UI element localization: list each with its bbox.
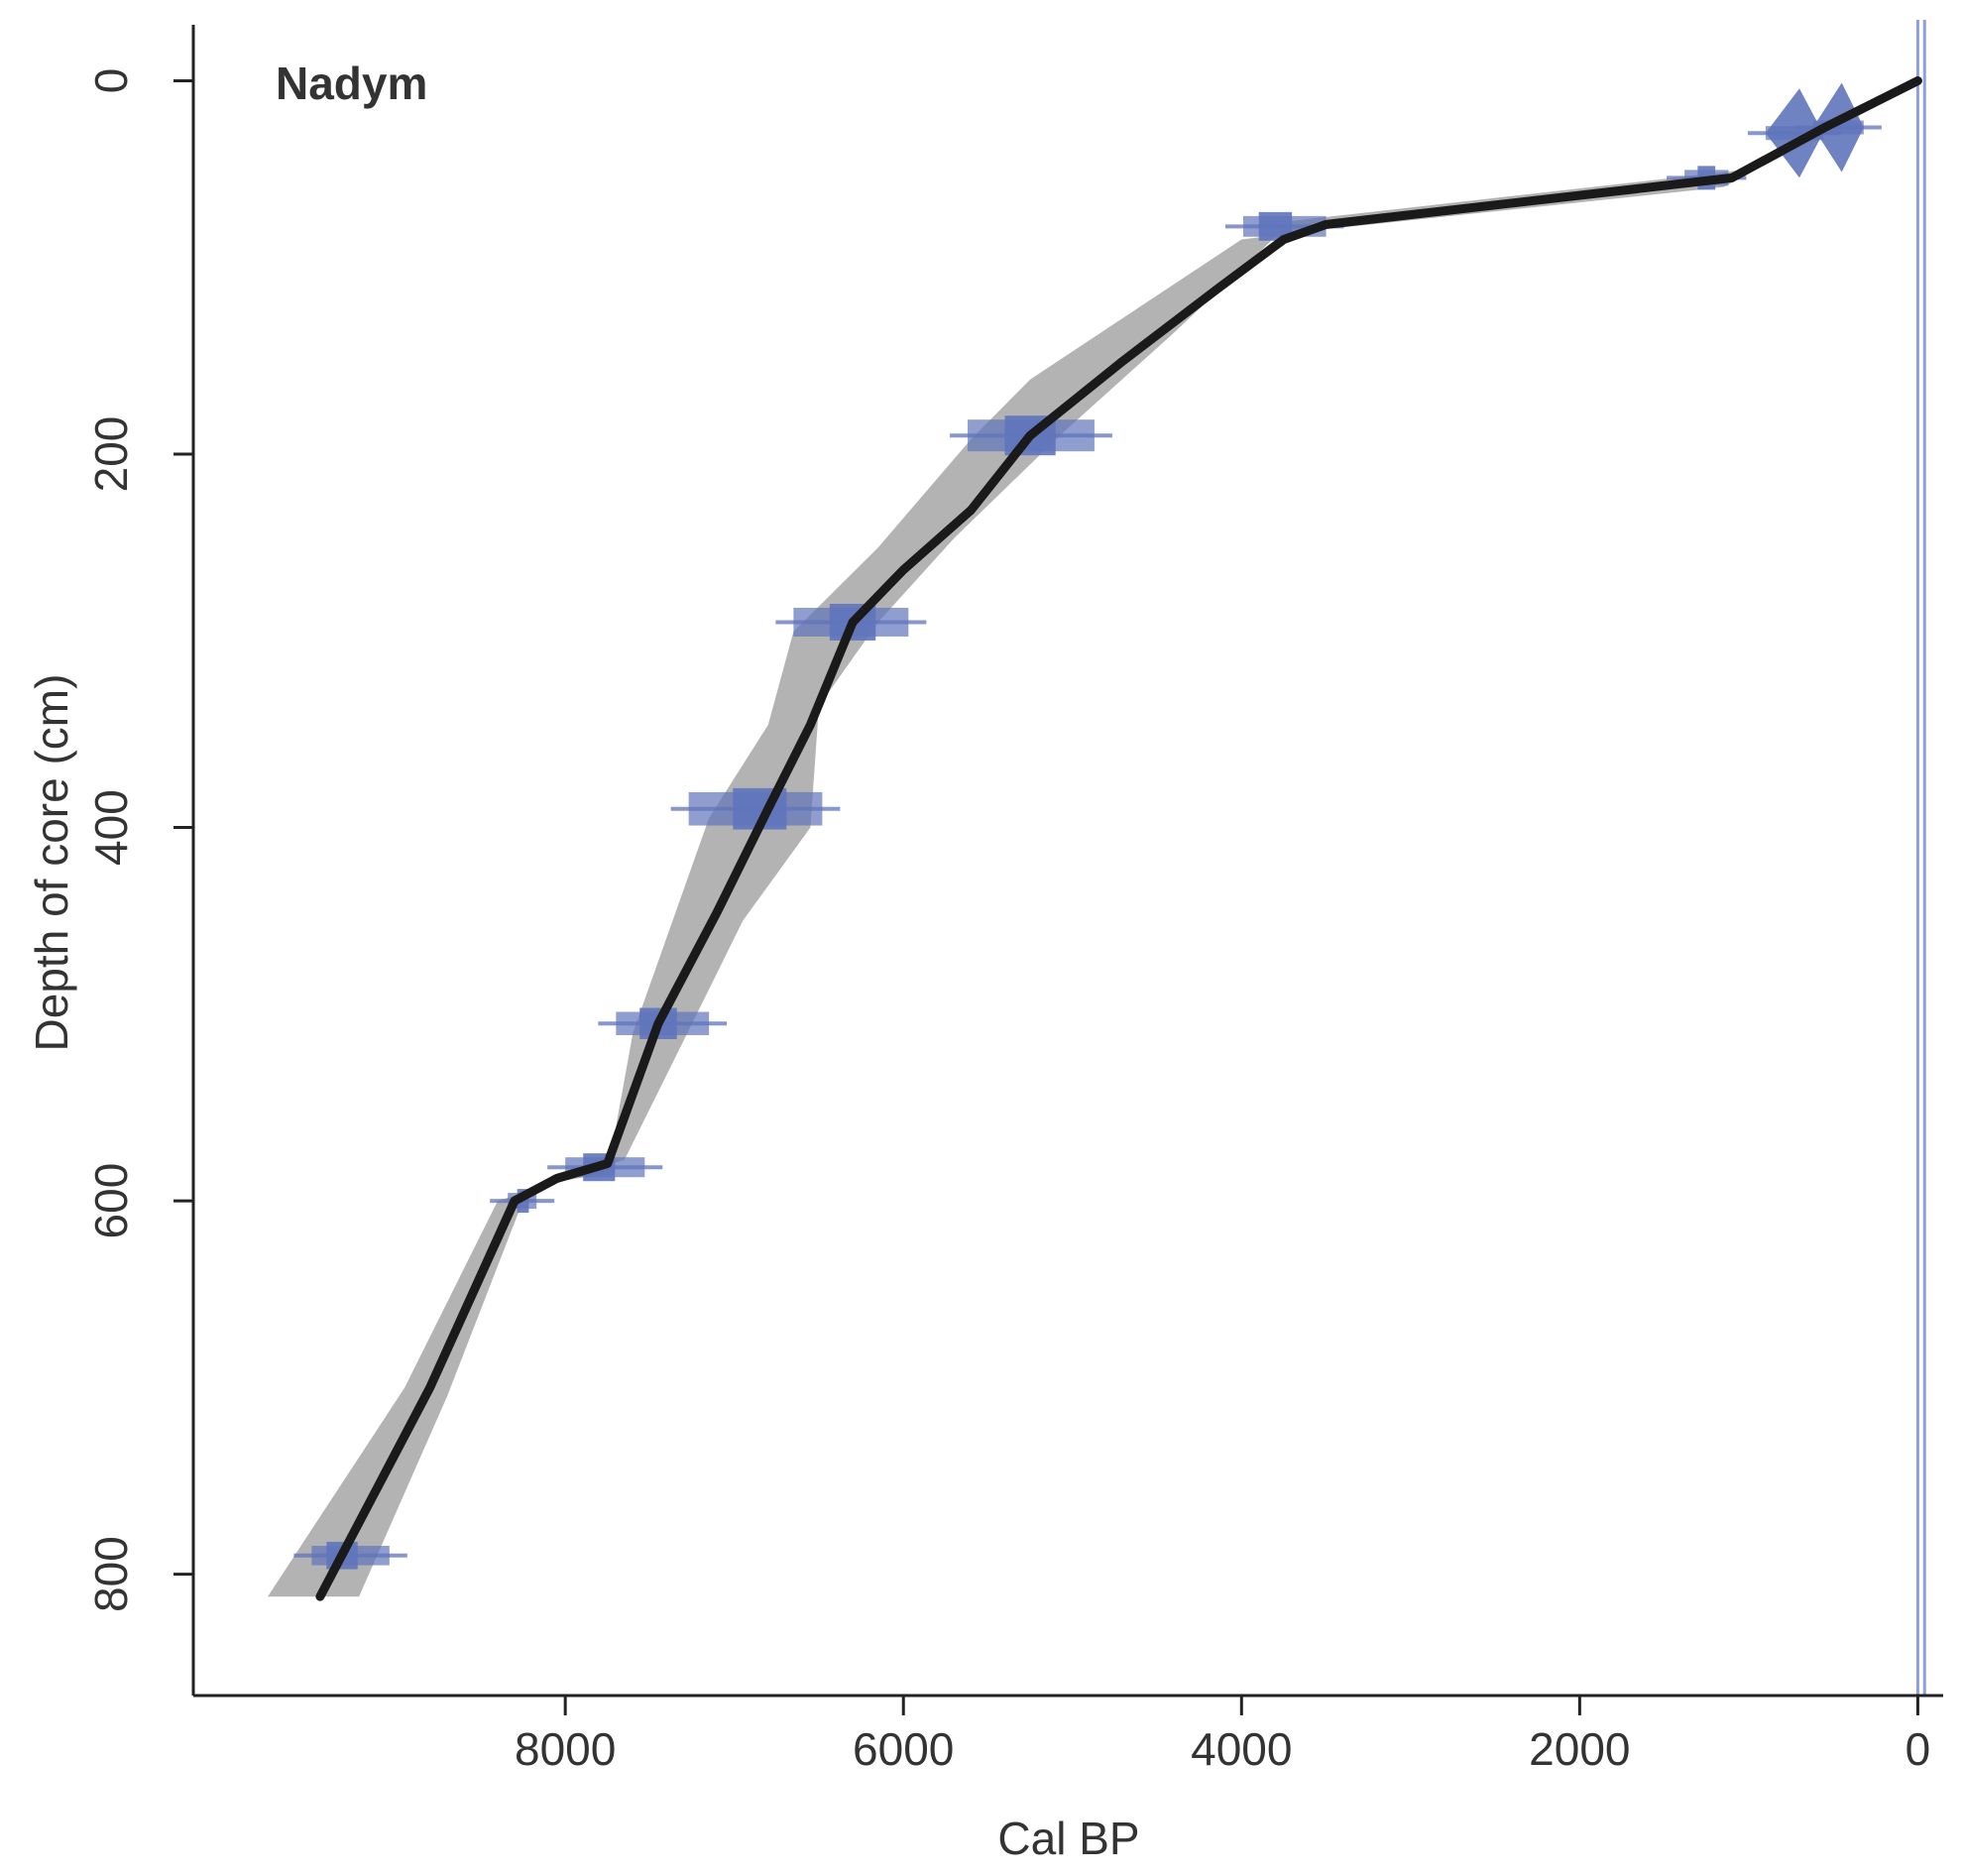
x-tick-label-0: 0 — [1905, 1723, 1931, 1775]
x-tick-label-2000: 2000 — [1529, 1723, 1630, 1775]
y-tick-label-200: 200 — [85, 416, 137, 493]
panel-label: Nadym — [276, 58, 427, 109]
dated-level-7 — [670, 787, 841, 830]
x-tick-label-6000: 6000 — [853, 1723, 954, 1775]
x-tick-label-8000: 8000 — [515, 1723, 616, 1775]
y-axis-title: Depth of core (cm) — [26, 674, 77, 1052]
y-tick-label-800: 800 — [85, 1536, 137, 1612]
axes: 8000 6000 4000 2000 0 0 200 400 600 800 — [85, 25, 1943, 1775]
plot-area — [268, 20, 1926, 1696]
x-tick-label-4000: 4000 — [1191, 1723, 1292, 1775]
y-tick-label-0: 0 — [85, 68, 137, 94]
y-tick-label-400: 400 — [85, 789, 137, 866]
y-tick-label-600: 600 — [85, 1163, 137, 1239]
x-axis-title: Cal BP — [997, 1813, 1139, 1864]
median-age-line — [315, 76, 1922, 1601]
